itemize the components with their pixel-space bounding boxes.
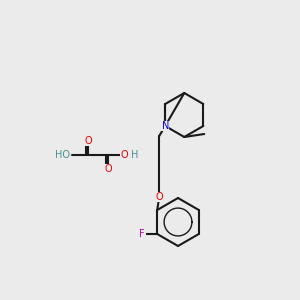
- Text: HO: HO: [55, 150, 70, 160]
- Text: O: O: [104, 164, 112, 174]
- Text: H: H: [131, 150, 138, 160]
- Text: O: O: [155, 192, 163, 202]
- Text: N: N: [161, 121, 169, 131]
- Text: O: O: [120, 150, 128, 160]
- Text: F: F: [140, 229, 145, 239]
- Text: O: O: [84, 136, 92, 146]
